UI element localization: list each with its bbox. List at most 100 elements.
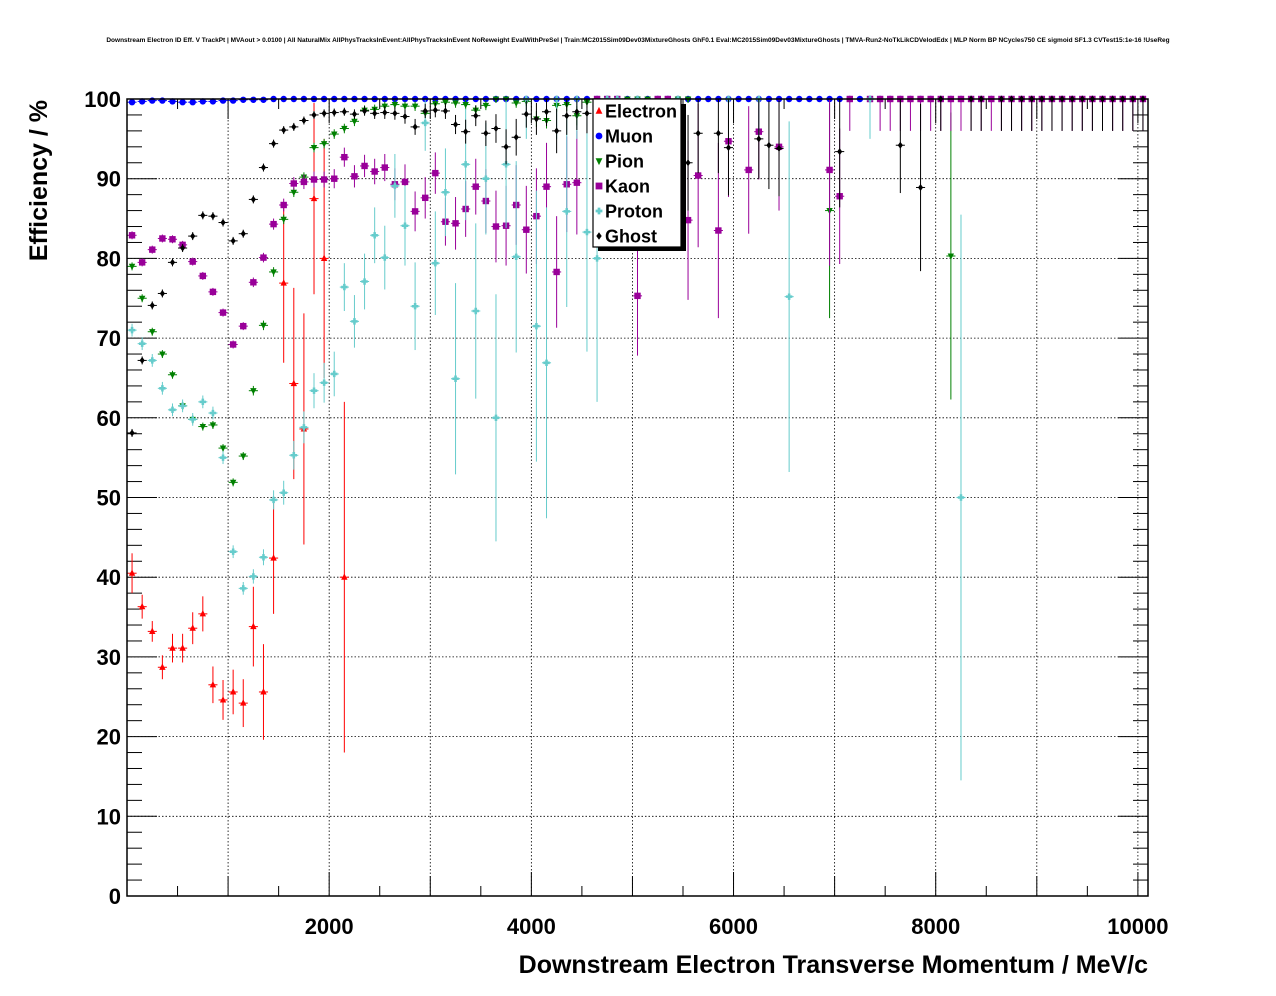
data-point-pion: [209, 422, 217, 429]
data-point-kaon: [290, 180, 297, 187]
data-point-proton: [351, 318, 358, 325]
data-point-proton: [189, 416, 196, 423]
data-point-electron: [179, 644, 186, 651]
data-point-ghost: [311, 111, 317, 119]
data-point-ghost: [129, 429, 135, 437]
data-point-pion: [229, 479, 237, 487]
data-point-ghost: [442, 107, 448, 115]
data-point-pion: [320, 141, 328, 148]
data-point-proton: [401, 222, 409, 229]
data-point-ghost: [432, 106, 438, 114]
data-point-pion: [452, 100, 459, 107]
data-point-ghost: [392, 109, 398, 117]
y-tick-label: 30: [97, 645, 121, 670]
x-tick-label: 6000: [709, 914, 758, 939]
data-point-electron: [240, 699, 247, 706]
data-point-proton: [957, 494, 965, 501]
data-point-ghost: [917, 183, 924, 191]
data-point-proton: [563, 208, 570, 215]
data-point-ghost: [180, 244, 186, 252]
data-point-ghost: [564, 112, 570, 120]
data-point-ghost: [361, 107, 368, 115]
legend-box: [592, 98, 682, 248]
data-point-ghost: [513, 133, 519, 141]
data-point-proton: [391, 182, 399, 190]
data-point-ghost: [756, 135, 762, 143]
data-point-kaon: [694, 172, 702, 179]
data-point-electron: [310, 194, 318, 202]
data-point-proton: [371, 232, 378, 239]
y-tick-label: 60: [97, 406, 121, 431]
data-point-kaon: [229, 341, 237, 348]
legend-label-kaon: Kaon: [605, 177, 650, 197]
data-point-kaon: [250, 279, 257, 286]
x-tick-label: 8000: [911, 914, 960, 939]
data-point-kaon: [381, 164, 388, 171]
data-point-muon: [128, 98, 136, 106]
data-point-kaon: [745, 166, 752, 174]
data-point-pion: [331, 131, 338, 138]
data-point-kaon: [422, 194, 429, 202]
data-point-pion: [310, 145, 318, 152]
data-point-pion: [138, 295, 146, 303]
data-point-proton: [169, 406, 176, 414]
data-point-kaon: [189, 258, 196, 265]
data-point-proton: [270, 496, 277, 504]
data-point-ghost: [382, 109, 388, 117]
data-point-kaon: [523, 226, 530, 233]
legend-marker-pion: [595, 158, 603, 166]
data-point-proton: [381, 254, 388, 261]
data-point-proton: [533, 322, 540, 330]
data-point-kaon: [432, 169, 439, 177]
data-point-proton: [422, 119, 429, 127]
data-point-ghost: [685, 159, 691, 167]
legend-marker-kaon: [595, 182, 603, 190]
data-point-proton: [543, 359, 550, 367]
y-tick-label: 0: [109, 884, 121, 909]
data-point-pion: [240, 453, 247, 460]
legend-label-ghost: Ghost: [605, 227, 657, 247]
data-point-proton: [219, 454, 227, 461]
data-point-pion: [260, 322, 267, 330]
legend: Electron Muon Pion Kaon Proton Ghost: [592, 98, 686, 251]
legend-entries: Electron Muon Pion Kaon Proton Ghost: [595, 102, 677, 247]
data-point-kaon: [411, 208, 419, 215]
data-point-electron: [199, 610, 207, 617]
data-point-electron: [229, 688, 237, 695]
data-point-electron: [270, 554, 277, 561]
data-point-electron: [169, 644, 176, 651]
data-point-ghost: [331, 109, 337, 117]
data-point-muon: [260, 96, 267, 103]
y-tick-labels: 0 10 20 30 40 50 60 70 80 90 100: [84, 87, 121, 909]
data-point-proton: [229, 548, 237, 555]
data-point-proton: [320, 379, 328, 386]
data-point-pion: [442, 99, 449, 107]
data-point-ghost: [533, 115, 539, 123]
y-tick-label: 80: [97, 246, 121, 271]
legend-marker-proton: [595, 207, 603, 215]
data-point-proton: [432, 259, 439, 267]
data-point-ghost: [271, 140, 277, 148]
data-point-pion: [391, 102, 399, 109]
data-point-ghost: [149, 301, 155, 309]
data-point-ghost: [483, 129, 489, 137]
data-point-kaon: [361, 162, 368, 170]
data-point-ghost: [200, 211, 206, 219]
data-point-ghost: [452, 120, 459, 129]
x-tick-label: 10000: [1107, 914, 1168, 939]
y-tick-label: 20: [97, 725, 121, 750]
data-point-pion: [290, 189, 297, 197]
data-point-electron: [138, 602, 146, 610]
data-point-proton: [290, 452, 297, 459]
data-point-electron: [341, 573, 348, 580]
data-point-kaon: [573, 179, 581, 186]
plot-title: Downstream Electron ID Eff. V TrackPt | …: [106, 37, 1169, 44]
data-point-ghost: [463, 128, 469, 136]
data-point-ghost: [473, 112, 479, 120]
data-point-electron: [209, 680, 217, 688]
data-point-kaon: [219, 309, 227, 316]
data-point-kaon: [199, 272, 207, 280]
data-point-ghost: [402, 113, 408, 121]
data-point-muon: [169, 98, 176, 105]
x-tick-labels: 2000 4000 6000 8000 10000: [305, 914, 1169, 939]
